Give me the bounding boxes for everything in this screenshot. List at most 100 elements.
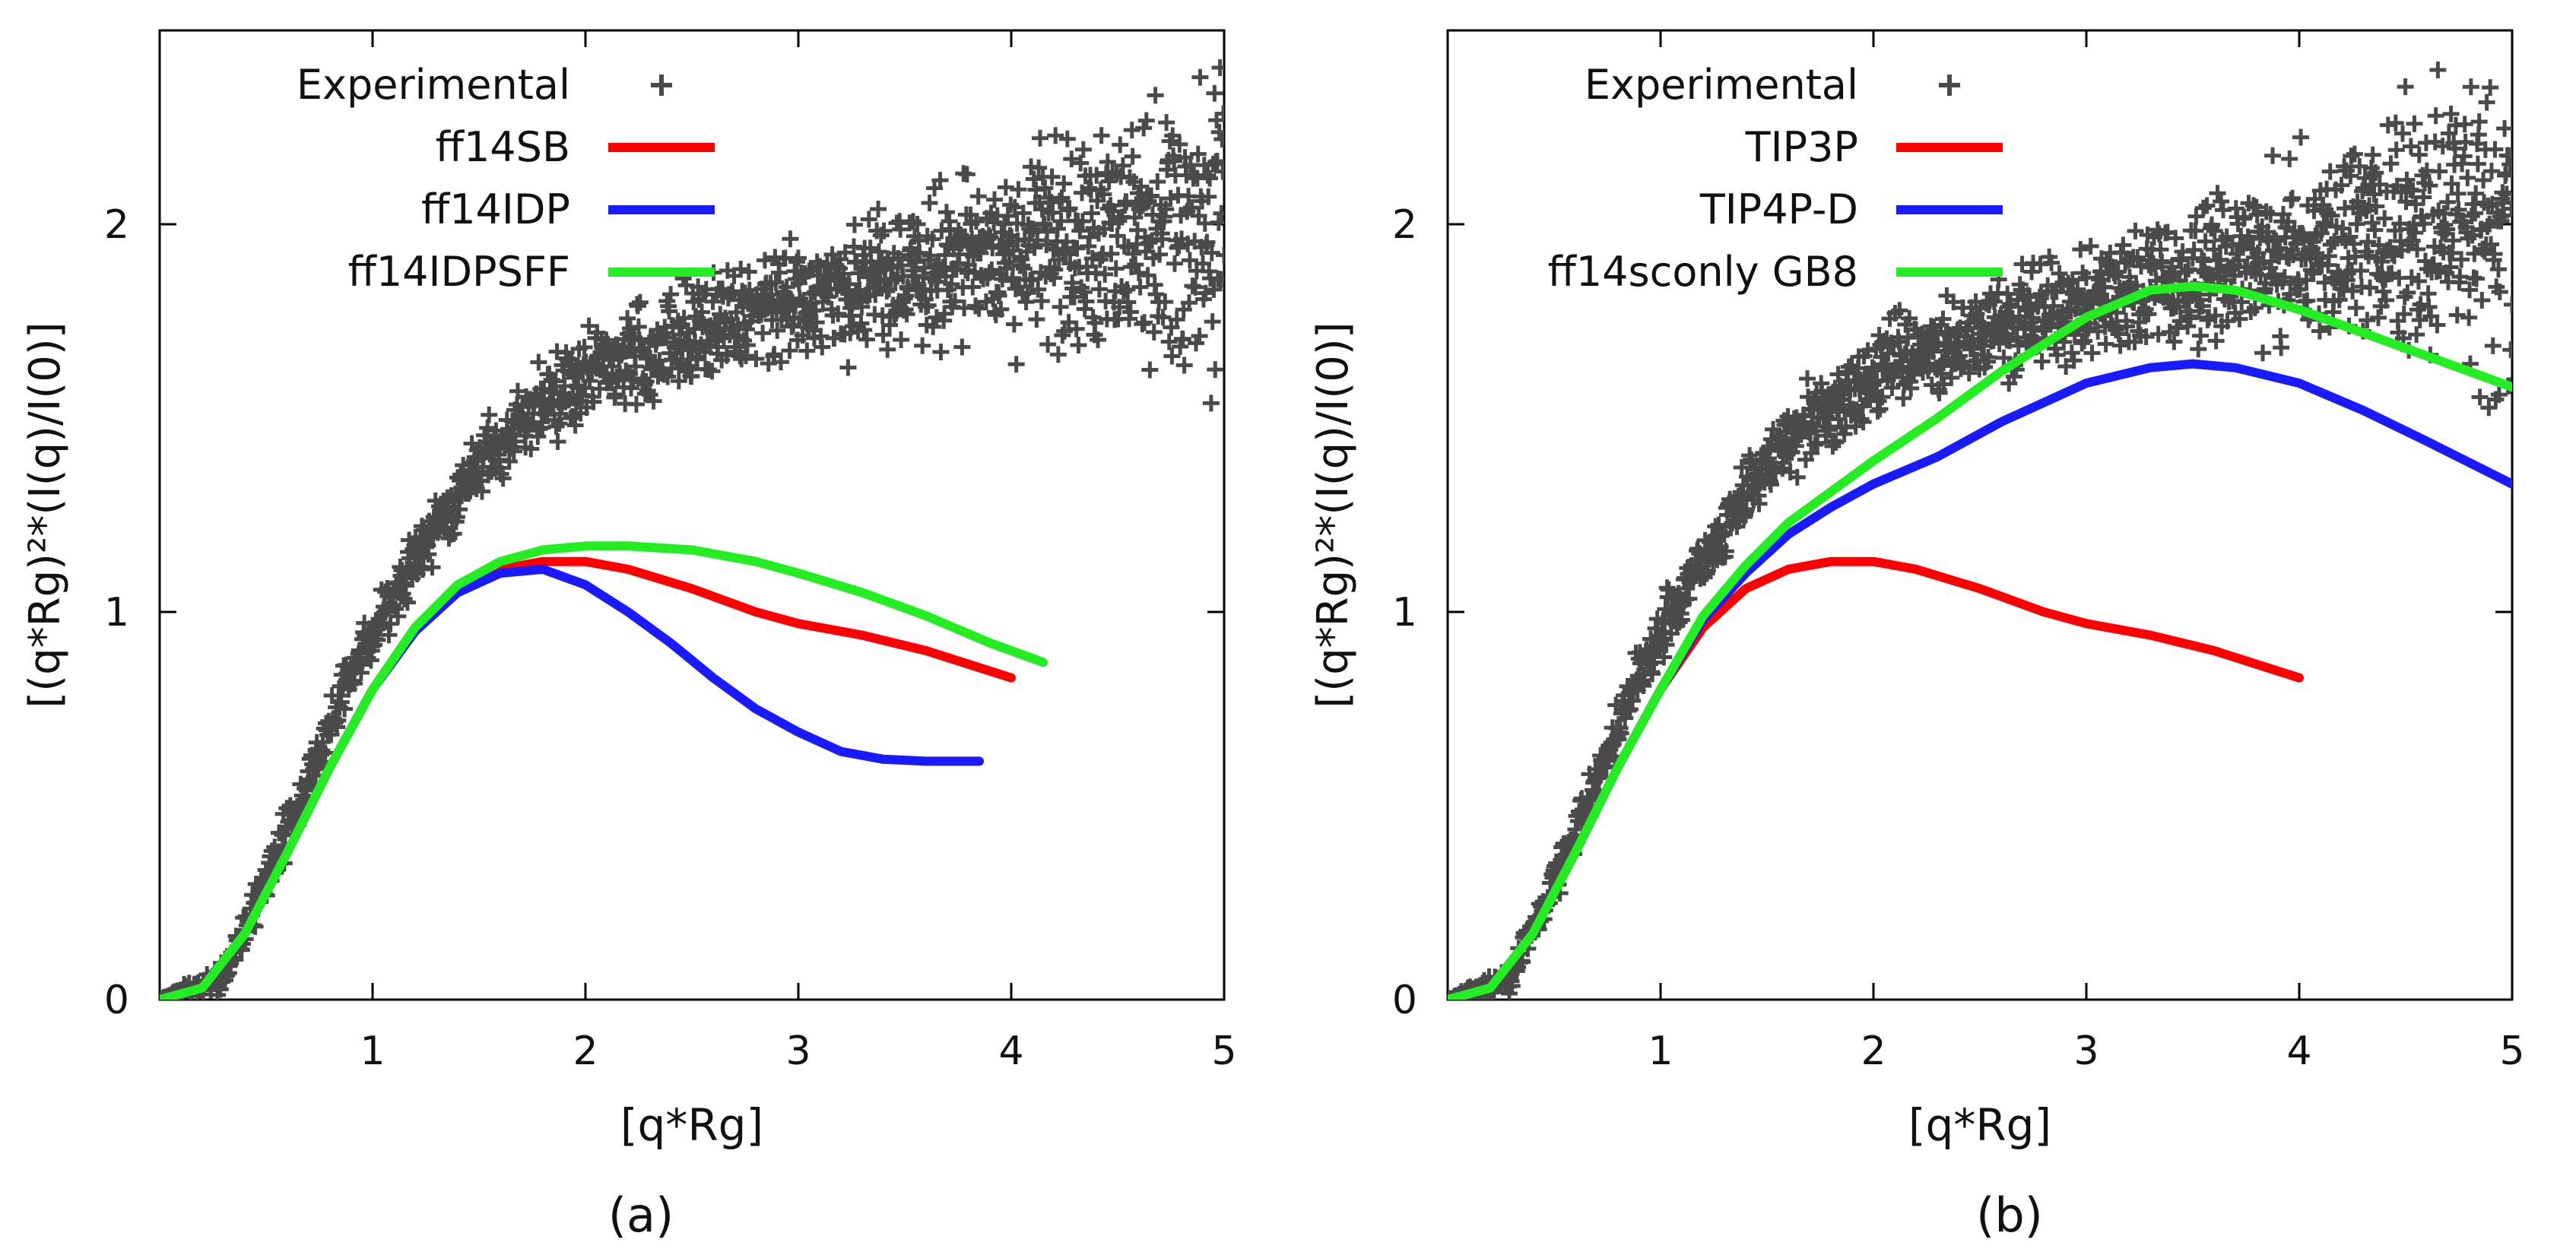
experimental-point xyxy=(346,675,363,693)
experimental-point xyxy=(2431,163,2448,180)
experimental-point xyxy=(2179,318,2197,335)
experimental-point xyxy=(1873,388,1891,406)
experimental-point xyxy=(709,338,727,356)
experimental-point xyxy=(2379,116,2397,134)
experimental-point xyxy=(2490,386,2508,404)
experimental-point xyxy=(530,353,547,371)
experimental-point xyxy=(2441,258,2459,276)
experimental-point xyxy=(2198,197,2216,214)
experimental-point xyxy=(448,509,465,526)
experimental-point xyxy=(1901,309,1918,327)
experimental-point xyxy=(2498,185,2512,203)
experimental-point xyxy=(1871,401,1889,418)
experimental-point xyxy=(2394,125,2411,142)
experimental-point xyxy=(1044,204,1061,221)
experimental-point xyxy=(1208,152,1224,170)
experimental-point xyxy=(747,350,765,368)
experimental-point xyxy=(1960,364,1978,382)
experimental-point xyxy=(2073,334,2091,352)
experimental-point xyxy=(1137,112,1155,129)
experimental-point xyxy=(2470,113,2488,131)
experimental-point xyxy=(2428,316,2446,334)
experimental-point xyxy=(1014,257,1031,274)
experimental-point xyxy=(1198,233,1216,251)
experimental-point xyxy=(1136,314,1153,331)
experimental-point xyxy=(1154,309,1172,326)
experimental-point xyxy=(1023,270,1041,287)
experimental-point xyxy=(1199,166,1217,184)
experimental-point xyxy=(2496,120,2512,138)
experimental-point xyxy=(1166,153,1183,170)
experimental-point xyxy=(1132,178,1150,195)
experimental-point xyxy=(522,440,540,458)
experimental-point xyxy=(1053,189,1071,207)
experimental-point xyxy=(661,303,678,320)
experimental-point xyxy=(2129,249,2146,266)
experimental-point xyxy=(880,281,898,298)
y-tick-label: 1 xyxy=(104,590,129,636)
experimental-point xyxy=(2206,307,2224,325)
experimental-point xyxy=(772,353,790,371)
experimental-point xyxy=(1048,220,1066,237)
experimental-point xyxy=(947,293,964,310)
experimental-point xyxy=(2323,207,2340,224)
experimental-point xyxy=(2342,167,2359,185)
experimental-point xyxy=(1031,129,1048,147)
experimental-point xyxy=(2368,198,2385,215)
experimental-point xyxy=(2460,309,2478,326)
experimental-point xyxy=(1099,154,1116,171)
experimental-point xyxy=(1621,701,1639,718)
experimental-point xyxy=(1934,310,1952,328)
experimental-point xyxy=(967,297,984,315)
experimental-point xyxy=(738,321,755,338)
experimental-point xyxy=(1211,59,1224,77)
x-axis-title: [q*Rg] xyxy=(1908,1099,2051,1151)
experimental-point xyxy=(1204,313,1221,331)
experimental-point xyxy=(898,306,915,323)
experimental-point xyxy=(1033,293,1050,310)
experimental-point xyxy=(2083,344,2101,362)
experimental-point xyxy=(875,222,893,239)
x-tick-label: 4 xyxy=(2286,1029,2311,1074)
x-axis-title: [q*Rg] xyxy=(620,1099,763,1151)
experimental-point xyxy=(2366,221,2384,239)
experimental-point xyxy=(481,406,498,423)
experimental-point xyxy=(2481,215,2498,233)
experimental-point xyxy=(2359,233,2377,251)
experimental-point xyxy=(1762,476,1779,493)
experimental-point xyxy=(1717,543,1734,560)
experimental-point xyxy=(2399,284,2416,301)
experimental-point xyxy=(858,331,875,348)
experimental-point xyxy=(2095,278,2113,296)
experimental-point xyxy=(1124,147,1141,165)
experimental-point xyxy=(1162,190,1179,208)
experimental-point xyxy=(2219,312,2236,330)
experimental-point xyxy=(1151,246,1169,263)
experimental-point xyxy=(1001,252,1018,270)
experimental-point xyxy=(937,204,955,221)
experimental-point xyxy=(2501,156,2512,173)
y-tick-label: 0 xyxy=(104,978,129,1023)
experimental-point xyxy=(855,321,873,338)
experimental-point xyxy=(2194,199,2212,217)
experimental-point xyxy=(1214,163,1224,180)
experimental-point xyxy=(2212,251,2229,268)
experimental-point xyxy=(874,326,892,344)
experimental-point xyxy=(2408,326,2425,344)
experimental-point xyxy=(1112,136,1129,154)
experimental-point xyxy=(2429,61,2447,78)
experimental-point xyxy=(1123,122,1140,139)
experimental-point xyxy=(845,216,863,233)
experimental-point xyxy=(1503,978,1521,995)
experimental-point xyxy=(2410,146,2428,163)
experimental-point xyxy=(754,325,772,342)
experimental-point xyxy=(830,305,847,322)
experimental-point xyxy=(619,309,636,327)
experimental-point xyxy=(986,191,1004,208)
experimental-point xyxy=(2118,318,2136,335)
experimental-point xyxy=(2140,306,2157,323)
experimental-point xyxy=(1056,322,1074,340)
experimental-point xyxy=(983,261,1001,279)
experimental-point xyxy=(1109,227,1126,245)
